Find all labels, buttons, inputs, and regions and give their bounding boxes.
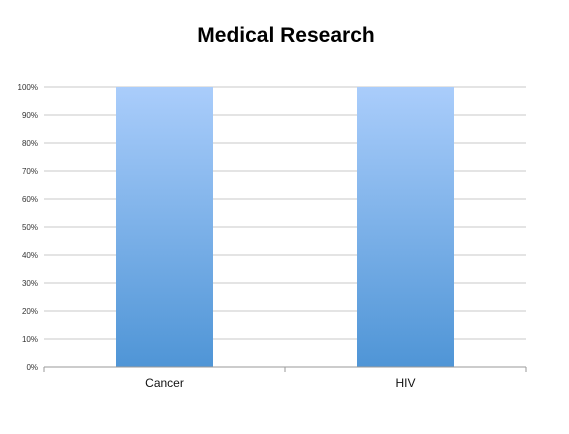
- y-tick-label: 0%: [26, 363, 38, 372]
- y-tick-label: 30%: [22, 279, 38, 288]
- y-tick-label: 100%: [18, 83, 38, 92]
- y-tick-label: 70%: [22, 167, 38, 176]
- chart-title: Medical Research: [197, 24, 374, 47]
- y-tick-label: 10%: [22, 335, 38, 344]
- y-tick-label: 90%: [22, 111, 38, 120]
- x-axis-labels: Cancer HIV: [145, 376, 415, 390]
- x-axis: [43, 366, 527, 372]
- y-tick-label: 60%: [22, 195, 38, 204]
- y-tick-label: 20%: [22, 307, 38, 316]
- bars: [116, 87, 454, 367]
- y-tick-label: 80%: [22, 139, 38, 148]
- y-tick-label: 50%: [22, 223, 38, 232]
- x-tick-label: HIV: [395, 376, 415, 390]
- y-axis-ticks: 0% 10% 20% 30% 40% 50% 60% 70% 80% 90% 100%: [18, 83, 38, 372]
- x-tick-label: Cancer: [145, 376, 184, 390]
- y-tick-label: 40%: [22, 251, 38, 260]
- bar-cancer: [116, 87, 213, 367]
- bar-hiv: [357, 87, 454, 367]
